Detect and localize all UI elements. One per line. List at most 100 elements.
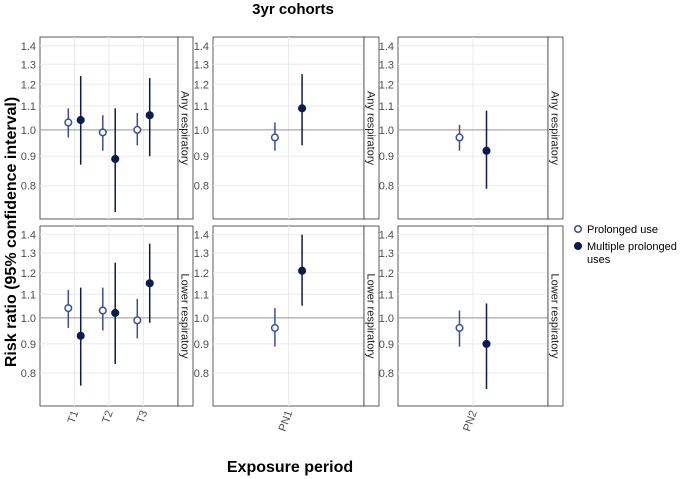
y-tick-label: 0.9 xyxy=(379,151,394,163)
panel-r1-col2: 0.8 0.9 1.0 1.1 1.2 1.3 1.4 Any respiratory xyxy=(194,36,380,220)
chart-title: 3yr cohorts xyxy=(252,1,334,18)
y-tick-label: 0.8 xyxy=(379,368,394,380)
y-tick-label: 1.2 xyxy=(379,79,394,91)
point-marker xyxy=(76,331,85,340)
legend-marker xyxy=(573,241,583,251)
data-point-t1-multiple xyxy=(76,76,85,165)
legend-label: Multiple prolonged uses xyxy=(587,241,677,266)
y-tick-label: 1.1 xyxy=(21,289,36,301)
point-marker xyxy=(133,316,142,325)
y-tick-label: 1.1 xyxy=(194,289,209,301)
point-marker xyxy=(298,266,307,275)
panel-r2-col1: 0.8 0.9 1.0 1.1 1.2 1.3 1.4 Lower respiratory T1… xyxy=(21,225,194,425)
y-tick-label: 1.4 xyxy=(194,230,209,242)
point-marker xyxy=(482,146,491,155)
point-marker xyxy=(455,323,464,332)
y-tick-label: 0.8 xyxy=(379,181,394,193)
point-marker xyxy=(145,279,154,288)
y-tick-label: 1.2 xyxy=(379,268,394,280)
x-tick-label: PN2 xyxy=(461,409,480,433)
y-tick-label: 1.3 xyxy=(21,248,36,260)
facet-strip xyxy=(547,36,564,220)
point-marker xyxy=(133,125,142,134)
x-tick-label: PN1 xyxy=(277,409,296,433)
point-marker xyxy=(64,118,73,127)
legend: Prolonged use Multiple prolonged uses xyxy=(573,224,677,266)
data-point-t3-multiple xyxy=(145,78,154,157)
legend-item-multiple-prolonged-uses: Multiple prolonged uses xyxy=(573,241,677,266)
y-tick-label: 0.8 xyxy=(21,181,36,193)
point-marker xyxy=(145,111,154,120)
y-tick-label: 1.0 xyxy=(379,313,394,325)
facet-strip-label: Any respiratory xyxy=(549,91,561,165)
panel-r2-col2: 0.8 0.9 1.0 1.1 1.2 1.3 1.4 Lower respiratory PN… xyxy=(194,225,380,433)
data-point-t1-prolonged xyxy=(64,289,73,328)
y-tick-label: 1.4 xyxy=(379,230,394,242)
y-tick-label: 1.2 xyxy=(194,79,209,91)
facet-strip-label: Any respiratory xyxy=(365,91,377,165)
data-point-pn2-prolonged xyxy=(455,124,464,151)
point-marker xyxy=(270,323,279,332)
facet-strip-label: Lower respiratory xyxy=(179,274,191,359)
y-tick-label: 0.9 xyxy=(379,339,394,351)
data-point-t2-multiple xyxy=(111,262,120,364)
y-tick-label: 1.0 xyxy=(194,125,209,137)
y-tick-label: 1.4 xyxy=(194,41,209,53)
y-tick-label: 1.3 xyxy=(21,59,36,71)
panel-r1-col1: 0.8 0.9 1.0 1.1 1.2 1.3 1.4 Any respiratory xyxy=(21,36,194,220)
data-point-t3-prolonged xyxy=(133,298,142,339)
y-tick-label: 1.4 xyxy=(379,41,394,53)
facet-strip xyxy=(363,225,380,407)
facet-strip xyxy=(363,36,380,220)
y-tick-label: 0.8 xyxy=(194,181,209,193)
point-marker xyxy=(76,116,85,125)
point-marker xyxy=(64,304,73,313)
y-tick-label: 1.2 xyxy=(194,268,209,280)
point-marker xyxy=(270,133,279,142)
y-tick-label: 1.0 xyxy=(194,313,209,325)
data-point-t1-multiple xyxy=(76,287,85,386)
facet-strip-label: Any respiratory xyxy=(179,91,191,165)
facet-strip-label: Lower respiratory xyxy=(365,274,377,359)
point-marker xyxy=(98,306,107,315)
legend-marker xyxy=(573,224,583,234)
facet-strip-label: Lower respiratory xyxy=(549,274,561,359)
x-tick-label: T3 xyxy=(135,409,151,425)
panel-r1-col3: 0.8 0.9 1.0 1.1 1.2 1.3 1.4 Any respiratory xyxy=(379,36,564,220)
data-point-pn1-prolonged xyxy=(270,308,279,347)
y-axis-title: Risk ratio (95% confidence interval) xyxy=(3,97,20,367)
data-point-pn2-prolonged xyxy=(455,310,464,347)
data-point-pn1-prolonged xyxy=(270,122,279,151)
y-tick-label: 0.9 xyxy=(21,339,36,351)
x-tick-label: T2 xyxy=(100,409,116,425)
y-tick-label: 1.2 xyxy=(21,268,36,280)
y-tick-label: 0.9 xyxy=(21,151,36,163)
point-marker xyxy=(298,104,307,113)
x-tick-label: T1 xyxy=(66,409,82,425)
data-point-pn2-multiple xyxy=(482,110,491,189)
facet-strip xyxy=(177,36,194,220)
y-tick-label: 1.1 xyxy=(21,101,36,113)
y-tick-label: 1.0 xyxy=(21,125,36,137)
y-tick-label: 0.9 xyxy=(194,151,209,163)
panel-r2-col3: 0.8 0.9 1.0 1.1 1.2 1.3 1.4 Lower respiratory PN… xyxy=(379,225,564,433)
y-tick-label: 1.0 xyxy=(21,313,36,325)
point-marker xyxy=(482,339,491,348)
data-point-t2-multiple xyxy=(111,108,120,212)
data-point-t2-prolonged xyxy=(98,287,107,331)
y-tick-label: 1.2 xyxy=(21,79,36,91)
y-tick-label: 1.3 xyxy=(379,59,394,71)
point-marker xyxy=(98,128,107,137)
data-point-pn1-multiple xyxy=(298,74,307,146)
data-point-pn1-multiple xyxy=(298,234,307,306)
legend-item-prolonged-use: Prolonged use xyxy=(573,224,658,236)
y-tick-label: 1.3 xyxy=(379,248,394,260)
data-point-t3-prolonged xyxy=(133,112,142,146)
y-tick-label: 1.1 xyxy=(379,289,394,301)
y-tick-label: 1.1 xyxy=(379,101,394,113)
y-tick-label: 1.3 xyxy=(194,248,209,260)
data-point-t3-multiple xyxy=(145,243,154,323)
y-tick-label: 0.8 xyxy=(194,368,209,380)
